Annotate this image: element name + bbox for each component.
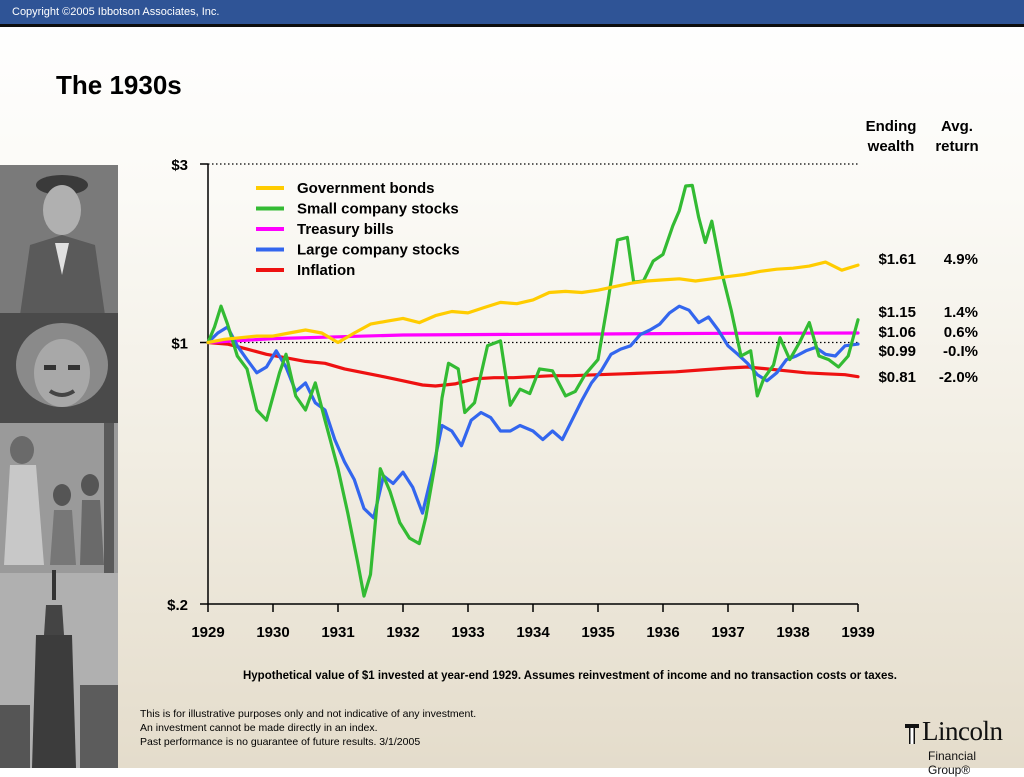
x-tick-label: 1930	[256, 624, 289, 641]
avg-return-value: -0.I%	[943, 343, 978, 360]
avg-return-value: 0.6%	[944, 324, 978, 341]
ending-wealth-value: $1.15	[878, 304, 916, 321]
series-line-small-company-stocks	[206, 183, 860, 598]
avg-return-value: -2.0%	[939, 369, 978, 386]
x-tick-label: 1931	[321, 624, 354, 641]
legend-label: Small company stocks	[297, 201, 459, 218]
legend-label: Inflation	[297, 262, 355, 279]
legend-label: Large company stocks	[297, 242, 460, 259]
x-tick-label: 1933	[451, 624, 484, 641]
series-layer	[206, 183, 860, 598]
header-bar: Copyright ©2005 Ibbotson Associates, Inc…	[0, 0, 1024, 27]
ending-wealth-value: $1.06	[878, 324, 916, 341]
page-title: The 1930s	[56, 70, 182, 100]
x-tick-label: 1934	[516, 624, 550, 641]
series-line-large-company-stocks	[206, 304, 860, 520]
x-tick-label: 1939	[841, 624, 874, 641]
disclaimer-line: Past performance is no guarantee of futu…	[140, 736, 421, 748]
y-tick-label: $3	[171, 157, 188, 174]
ending-wealth-value: $1.61	[878, 251, 916, 268]
ending-wealth-table: Ending wealth Avg. return $1.61 4.9% $1.15 1.4%…	[866, 118, 979, 386]
avg-return-value: 1.4%	[944, 304, 978, 321]
x-tick-label: 1932	[386, 624, 419, 641]
chart-footnote: Hypothetical value of $1 invested at yea…	[242, 670, 898, 682]
series-line-government-bonds	[206, 260, 860, 345]
avg-return-value: 4.9%	[944, 251, 978, 268]
x-tick-label: 1929	[191, 624, 224, 641]
series-line-treasury-bills	[206, 331, 860, 345]
ending-wealth-value: $0.81	[878, 369, 916, 386]
legend-label: Government bonds	[297, 180, 435, 197]
photo-collage-icon	[0, 165, 118, 768]
lincoln-logo: Lincoln Financial Group®	[900, 716, 1018, 777]
series-line-inflation	[206, 340, 860, 388]
copyright-text: Copyright ©2005 Ibbotson Associates, Inc…	[12, 6, 220, 18]
column-header-ending-wealth: Ending	[866, 118, 917, 135]
x-tick-label: 1936	[646, 624, 679, 641]
column-header-ending-wealth: wealth	[867, 138, 915, 155]
historical-photo-collage	[0, 165, 118, 768]
x-tick-label: 1937	[711, 624, 744, 641]
x-tick-label: 1938	[776, 624, 809, 641]
ending-wealth-value: $0.99	[878, 343, 916, 360]
column-header-avg-return: return	[935, 138, 978, 155]
column-header-avg-return: Avg.	[941, 118, 973, 135]
logo-subtitle: Financial Group®	[928, 749, 977, 777]
disclaimer-line: This is for illustrative purposes only a…	[140, 708, 477, 720]
disclaimer: This is for illustrative purposes only a…	[140, 707, 476, 749]
y-tick-label: $.2	[167, 597, 188, 614]
y-tick-label: $1	[171, 336, 188, 353]
x-tick-label: 1935	[581, 624, 614, 641]
legend-label: Treasury bills	[297, 221, 394, 238]
chart-legend: Government bonds Small company stocks Trea…	[256, 180, 460, 279]
disclaimer-line: An investment cannot be made directly in…	[140, 722, 378, 734]
logo-wordmark: Lincoln	[922, 716, 1003, 746]
lincoln-mark-icon	[905, 724, 919, 744]
